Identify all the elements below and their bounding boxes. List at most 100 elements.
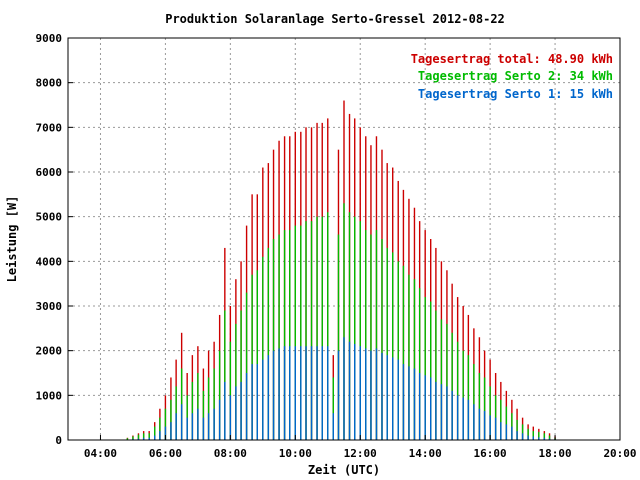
bar-serto-2 xyxy=(229,341,232,440)
bar-serto-1 xyxy=(392,357,394,440)
bar-serto-1 xyxy=(235,386,237,440)
bar-serto-2 xyxy=(548,435,551,440)
bar-serto-1 xyxy=(413,368,416,440)
bar-serto-2 xyxy=(500,399,502,440)
bar-serto-1 xyxy=(137,438,140,440)
bar-serto-1 xyxy=(483,410,486,440)
bar-serto-1 xyxy=(532,436,534,440)
x-tick-label: 06:00 xyxy=(149,447,182,460)
bar-serto-1 xyxy=(489,415,491,440)
bars xyxy=(126,100,556,441)
bar-serto-1 xyxy=(310,346,313,440)
bar-serto-1 xyxy=(343,337,345,440)
y-tick-label: 3000 xyxy=(36,300,63,313)
bar-serto-2 xyxy=(289,230,291,440)
bar-serto-2 xyxy=(251,274,253,440)
x-axis: 04:00 06:00 08:00 10:00 12:00 14:00 16:00 18:00… xyxy=(84,435,637,460)
bar-serto-2 xyxy=(489,386,491,440)
bar-serto-1 xyxy=(430,377,432,440)
y-tick-label: 1000 xyxy=(36,389,63,402)
bar-serto-1 xyxy=(370,350,372,440)
x-tick-label: 12:00 xyxy=(344,447,377,460)
bar-serto-1 xyxy=(527,435,529,440)
bar-serto-2 xyxy=(154,426,156,440)
bar-serto-1 xyxy=(424,375,426,440)
bar-serto-2 xyxy=(240,310,242,440)
bar-serto-2 xyxy=(413,279,416,440)
x-tick-label: 10:00 xyxy=(279,447,312,460)
bar-serto-1 xyxy=(283,346,286,440)
bar-serto-1 xyxy=(294,346,296,440)
bar-serto-1 xyxy=(440,384,443,440)
bar-serto-1 xyxy=(543,437,546,440)
bar-serto-2 xyxy=(478,373,481,440)
bar-serto-2 xyxy=(538,431,540,440)
bar-serto-2 xyxy=(343,203,345,440)
bar-serto-1 xyxy=(186,417,188,440)
bar-serto-1 xyxy=(300,346,302,440)
bar-serto-2 xyxy=(348,212,351,440)
bar-serto-2 xyxy=(332,377,334,440)
bar-serto-1 xyxy=(321,346,323,440)
bar-serto-2 xyxy=(126,438,129,440)
bar-serto-2 xyxy=(527,428,529,440)
bar-serto-1 xyxy=(511,426,513,440)
bar-serto-1 xyxy=(348,341,351,440)
bar-serto-1 xyxy=(365,348,367,440)
bar-serto-1 xyxy=(327,346,329,440)
bar-serto-1 xyxy=(148,437,150,440)
y-axis: 0 1000 2000 3000 4000 5000 6000 7000 8000 9000 xyxy=(36,32,73,447)
bar-serto-1 xyxy=(332,413,334,440)
bar-serto-2 xyxy=(359,221,361,440)
bar-serto-2 xyxy=(451,332,453,440)
bar-serto-2 xyxy=(402,265,405,440)
bar-serto-1 xyxy=(359,346,361,440)
bar-serto-1 xyxy=(381,352,383,440)
bar-serto-2 xyxy=(256,270,258,440)
bar-serto-1 xyxy=(251,364,253,440)
bar-serto-1 xyxy=(494,417,497,440)
legend: Tagesertrag total: 48.90 kWh Tagesertrag… xyxy=(411,52,613,101)
bar-serto-2 xyxy=(440,319,443,440)
bar-serto-1 xyxy=(446,386,448,440)
bar-serto-1 xyxy=(473,404,475,440)
bar-serto-2 xyxy=(408,274,410,440)
bar-serto-1 xyxy=(180,404,183,440)
bar-serto-1 xyxy=(197,408,199,440)
y-tick-label: 8000 xyxy=(36,77,63,90)
bar-serto-2 xyxy=(435,310,437,440)
bar-serto-1 xyxy=(408,366,410,440)
bar-serto-2 xyxy=(462,350,464,440)
bar-serto-2 xyxy=(494,395,497,440)
bar-serto-1 xyxy=(262,359,264,440)
bar-serto-2 xyxy=(132,436,134,440)
bar-serto-1 xyxy=(521,433,524,440)
bar-serto-2 xyxy=(424,297,426,440)
bar-serto-2 xyxy=(370,234,372,440)
bar-serto-2 xyxy=(235,323,237,440)
bar-serto-2 xyxy=(170,399,172,440)
x-tick-label: 20:00 xyxy=(603,447,636,460)
bar-serto-2 xyxy=(392,252,394,440)
bar-serto-1 xyxy=(402,364,405,440)
bar-serto-2 xyxy=(354,216,356,440)
bar-serto-1 xyxy=(305,346,307,440)
bar-serto-2 xyxy=(418,288,421,440)
bar-serto-1 xyxy=(245,373,248,440)
bar-serto-2 xyxy=(137,434,140,440)
bar-serto-1 xyxy=(418,373,421,440)
bar-serto-1 xyxy=(267,355,270,440)
bar-serto-1 xyxy=(451,390,453,440)
bar-serto-1 xyxy=(240,381,242,440)
bar-serto-2 xyxy=(365,230,367,440)
y-tick-label: 0 xyxy=(55,434,62,447)
bar-serto-2 xyxy=(207,377,210,440)
chart-title: Produktion Solaranlage Serto-Gressel 201… xyxy=(165,12,505,26)
bar-serto-2 xyxy=(321,216,323,440)
x-tick-label: 16:00 xyxy=(474,447,507,460)
bar-serto-1 xyxy=(202,417,205,440)
y-tick-label: 4000 xyxy=(36,255,63,268)
bar-serto-2 xyxy=(397,261,399,440)
bar-serto-1 xyxy=(354,343,356,440)
bar-serto-1 xyxy=(505,424,508,440)
